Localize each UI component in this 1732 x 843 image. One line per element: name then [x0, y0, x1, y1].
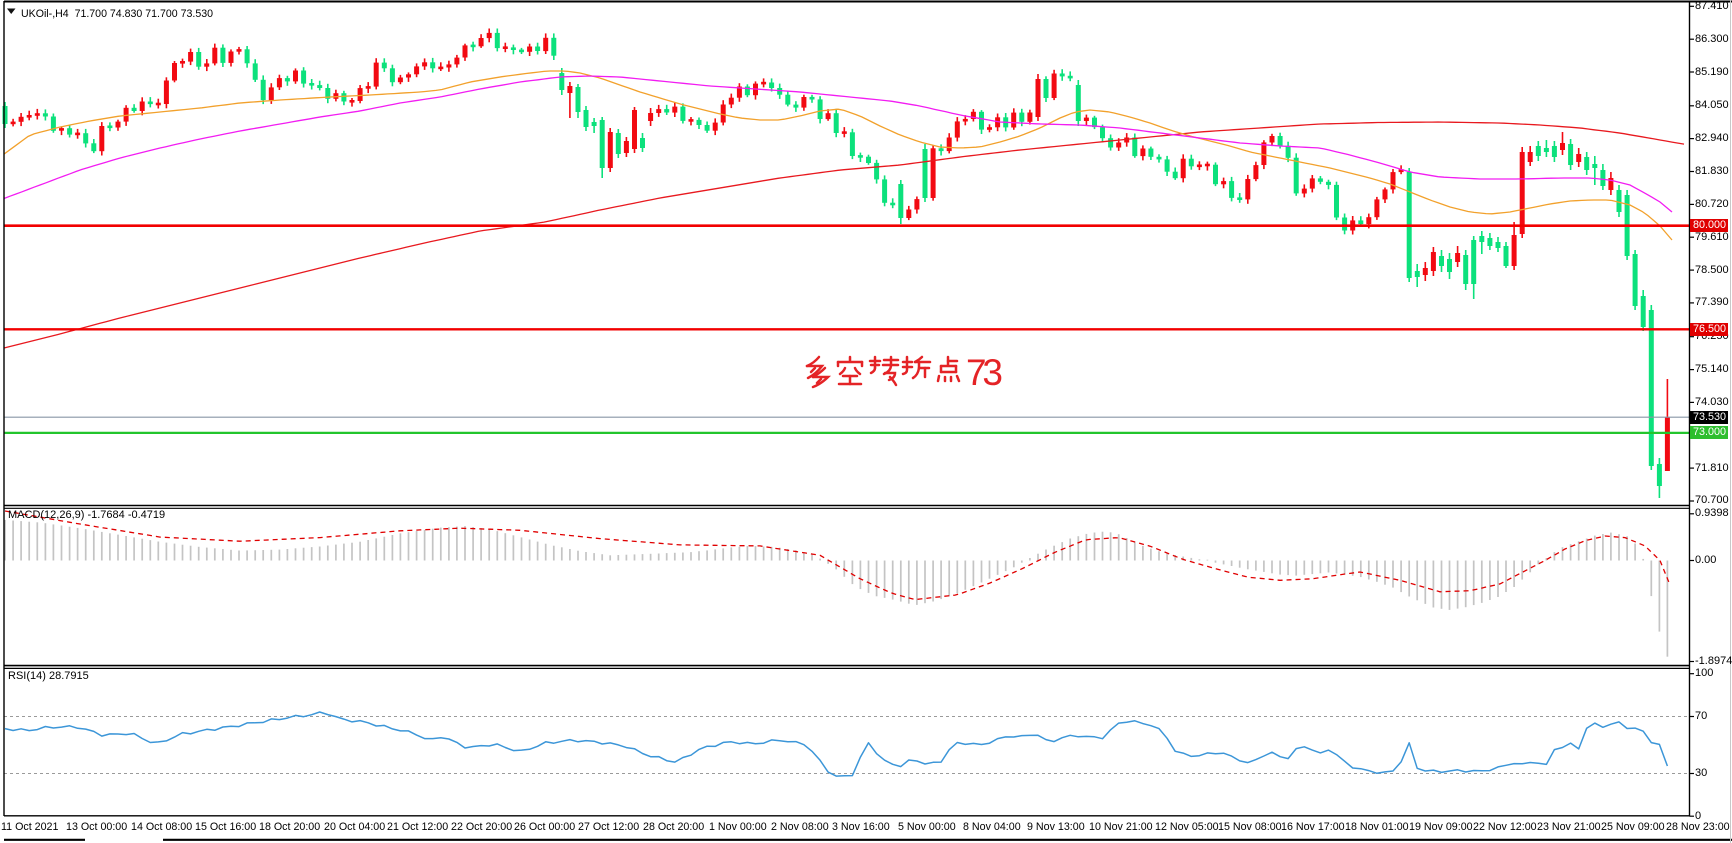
svg-text:73: 73 — [966, 352, 1003, 393]
